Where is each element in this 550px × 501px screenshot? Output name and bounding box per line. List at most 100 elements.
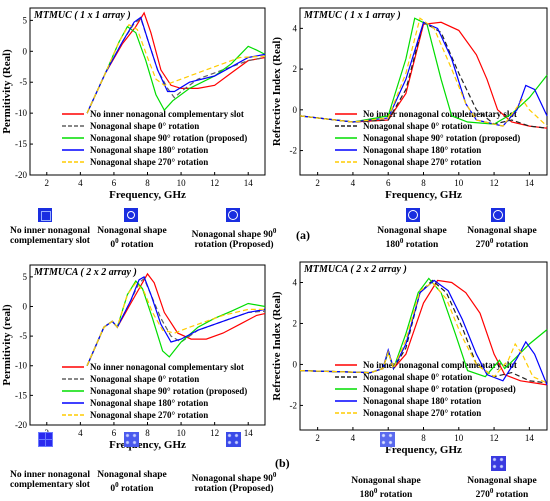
x-tick-label-1-10: 10 — [454, 178, 464, 188]
unit-cell-icon-180deg — [406, 208, 420, 222]
unit-cell-icon-0deg — [124, 208, 138, 222]
legend-label-2-1: Nonagonal shape 0° rotation — [90, 374, 199, 384]
unit-caption-top-0: No inner nonagonal complementary slot — [9, 226, 91, 246]
y-tick-label-2--15: -15 — [15, 390, 27, 400]
y-tick-label-0--15: -15 — [15, 139, 27, 149]
chart-1: 2 4 6 8 10 12 14 -2 0 2 4 Frequency, GHz Refrective … — [271, 7, 548, 201]
x-tick-label-0-14: 14 — [244, 178, 254, 188]
chart-title-1: MTMUC ( 1 x 1 array ) — [303, 10, 401, 21]
unit-caption-bottom-4: Nonagonal shape 2700 rotation — [467, 476, 537, 501]
series-line-0-1 — [86, 17, 266, 114]
x-tick-label-1-8: 8 — [421, 178, 426, 188]
legend-label-1-3: Nonagonal shape 180° rotation — [363, 145, 481, 155]
y-tick-label-1-4: 4 — [293, 23, 298, 33]
x-tick-label-0-4: 4 — [78, 178, 83, 188]
legend-label-1-1: Nonagonal shape 0° rotation — [363, 121, 472, 131]
legend-label-3-4: Nonagonal shape 270° rotation — [363, 408, 481, 418]
array-icon-270deg — [491, 456, 506, 471]
y-tick-label-2--10: -10 — [15, 361, 27, 371]
unit-cell-icon-no-slot — [38, 208, 52, 222]
legend-label-0-3: Nonagonal shape 180° rotation — [90, 145, 208, 155]
y-tick-label-0-0: 0 — [23, 46, 28, 56]
x-tick-label-0-8: 8 — [145, 178, 150, 188]
unit-caption-bottom-0: No inner nonagonal complementary slot — [9, 470, 91, 490]
series-line-1-1 — [299, 21, 548, 129]
y-tick-label-1--2: -2 — [290, 146, 298, 156]
y-tick-label-1-0: 0 — [293, 105, 298, 115]
legend-label-0-4: Nonagonal shape 270° rotation — [90, 157, 208, 167]
chart-title-2: MTMUCA ( 2 x 2 array ) — [33, 267, 137, 278]
array-icon-no-slot — [38, 432, 53, 447]
y-axis-label-0: Permitivity (Real) — [1, 49, 13, 134]
legend-label-3-1: Nonagonal shape 0° rotation — [363, 372, 472, 382]
legend-label-1-4: Nonagonal shape 270° rotation — [363, 157, 481, 167]
legend-label-2-3: Nonagonal shape 180° rotation — [90, 398, 208, 408]
unit-caption-bottom-2: Nonagonal shape 900 rotation (Proposed) — [191, 471, 277, 495]
series-line-2-3 — [86, 276, 266, 366]
x-tick-label-2-12: 12 — [210, 428, 219, 438]
y-tick-label-2-0: 0 — [23, 301, 28, 311]
x-tick-label-3-4: 4 — [351, 433, 356, 443]
series-line-0-3 — [86, 16, 266, 114]
legend-label-0-2: Nonagonal shape 90° rotation (proposed) — [90, 133, 247, 143]
series-line-0-4 — [86, 23, 266, 114]
x-tick-label-2-8: 8 — [145, 428, 150, 438]
chart-title-3: MTMUCA ( 2 x 2 array ) — [303, 264, 407, 275]
unit-caption-top-3: Nonagonal shape 1800 rotation — [377, 226, 447, 251]
x-tick-label-3-12: 12 — [490, 433, 499, 443]
y-tick-label-0--10: -10 — [15, 108, 27, 118]
y-tick-label-3-0: 0 — [293, 359, 298, 369]
y-tick-label-2--20: -20 — [15, 420, 27, 430]
panel-label-b: (b) — [275, 456, 290, 470]
array-icon-180deg — [380, 432, 395, 447]
y-tick-label-2--5: -5 — [20, 331, 28, 341]
x-axis-label-1: Frequency, GHz — [385, 189, 462, 201]
series-line-1-4 — [299, 17, 548, 127]
legend-label-2-4: Nonagonal shape 270° rotation — [90, 410, 208, 420]
array-icon-0deg — [124, 432, 139, 447]
x-tick-label-2-10: 10 — [177, 428, 187, 438]
unit-caption-bottom-1: Nonagonal shape 00 rotation — [97, 470, 167, 495]
unit-cell-icon-90deg — [226, 208, 240, 222]
legend-label-3-2: Nonagonal shape 0° rotation (proposed) — [363, 384, 516, 394]
unit-caption-bottom-3: Nonagonal shape 1800 rotation — [351, 476, 421, 501]
x-tick-label-2-4: 4 — [78, 428, 83, 438]
x-tick-label-0-6: 6 — [112, 178, 117, 188]
y-tick-label-3-4: 4 — [293, 277, 298, 287]
x-axis-label-0: Frequency, GHz — [109, 189, 186, 201]
x-tick-label-1-14: 14 — [525, 178, 535, 188]
x-tick-label-3-2: 2 — [315, 433, 320, 443]
legend-label-2-2: Nonagonal shape 90° rotation (proposed) — [90, 386, 247, 396]
legend-label-3-0: No inner nonagonal complementary slot — [363, 360, 517, 370]
x-tick-label-3-14: 14 — [525, 433, 535, 443]
x-axis-label-3: Frequency, GHz — [385, 444, 462, 456]
y-tick-label-2-5: 5 — [23, 272, 28, 282]
y-axis-label-3: Refrective Index (Real) — [271, 291, 283, 400]
y-axis-label-1: Refrective Index (Real) — [271, 37, 283, 146]
legend-label-3-3: Nonagonal shape 180° rotation — [363, 396, 481, 406]
x-tick-label-1-2: 2 — [315, 178, 320, 188]
x-tick-label-2-6: 6 — [112, 428, 117, 438]
legend-label-0-1: Nonagonal shape 0° rotation — [90, 121, 199, 131]
array-icon-90deg — [226, 432, 241, 447]
panel-label-a: (a) — [296, 228, 310, 242]
legend-label-0-0: No inner nonagonal complementary slot — [90, 109, 244, 119]
y-tick-label-0-5: 5 — [23, 15, 28, 25]
series-line-0-0 — [86, 11, 266, 114]
x-tick-label-3-10: 10 — [454, 433, 464, 443]
x-tick-label-0-12: 12 — [210, 178, 219, 188]
y-tick-label-3--2: -2 — [290, 400, 298, 410]
series-line-0-2 — [86, 25, 266, 114]
legend-label-1-0: No inner nonagonal complementary slot — [363, 109, 517, 119]
x-tick-label-0-10: 10 — [177, 178, 187, 188]
chart-title-0: MTMUC ( 1 x 1 array ) — [33, 10, 131, 21]
y-tick-label-3-2: 2 — [293, 318, 298, 328]
x-tick-label-3-8: 8 — [421, 433, 426, 443]
series-line-3-4 — [299, 281, 548, 384]
x-tick-label-0-2: 2 — [45, 178, 50, 188]
x-tick-label-1-12: 12 — [490, 178, 499, 188]
unit-caption-top-4: Nonagonal shape 2700 rotation — [467, 226, 537, 251]
